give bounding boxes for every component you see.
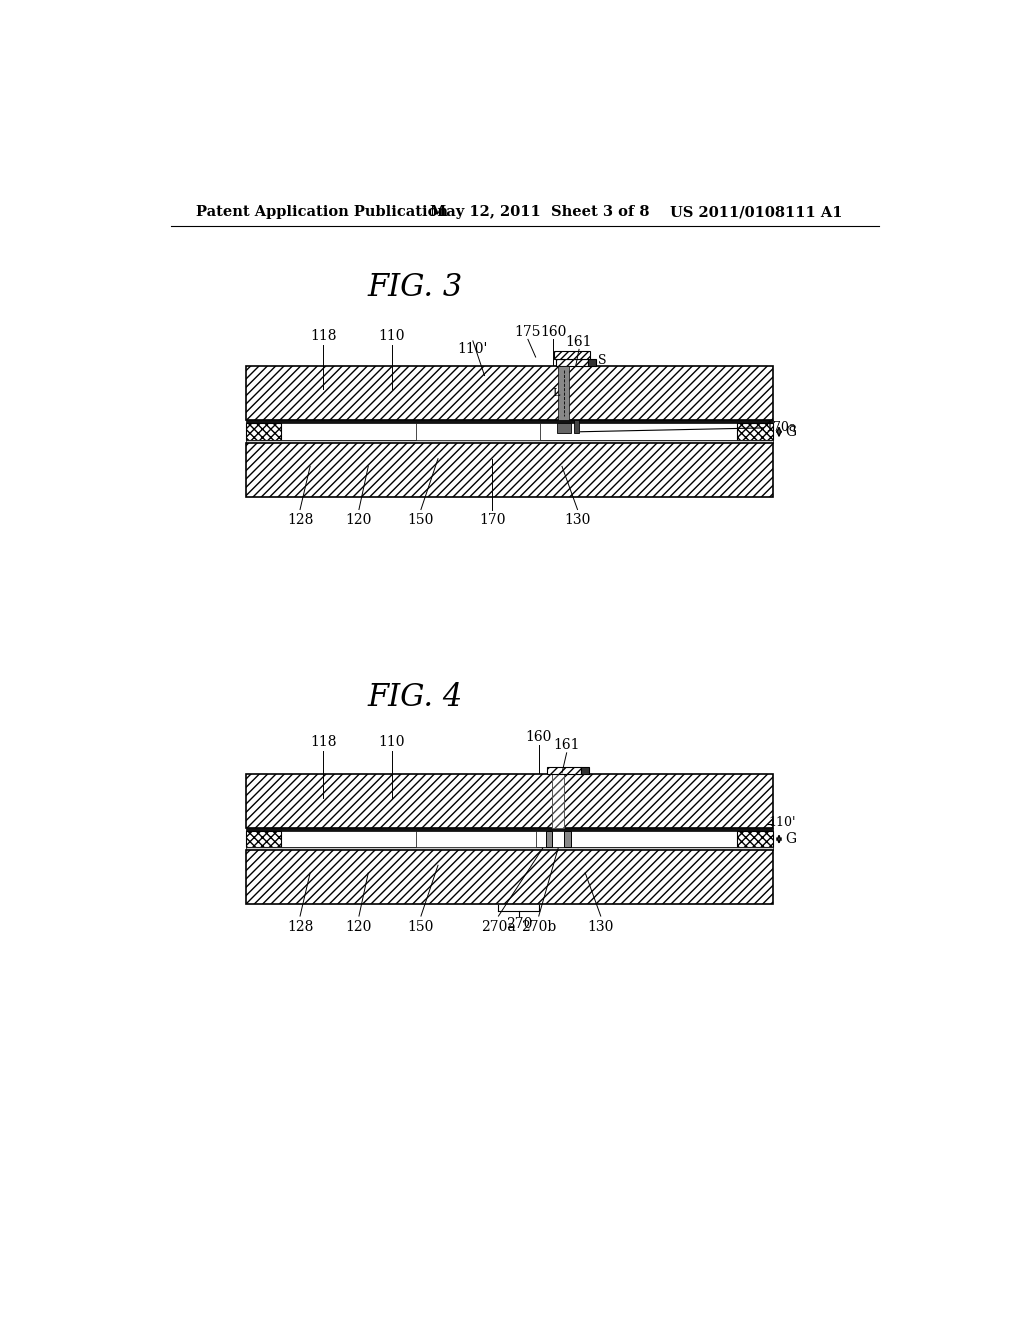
Text: 118: 118 bbox=[310, 735, 337, 748]
Text: 270b: 270b bbox=[521, 920, 556, 933]
Bar bbox=[246, 444, 773, 498]
Bar bbox=[547, 767, 582, 775]
Text: 160: 160 bbox=[525, 730, 552, 744]
Bar bbox=[546, 832, 552, 847]
Bar bbox=[246, 832, 282, 847]
Bar bbox=[246, 424, 282, 441]
Text: 150: 150 bbox=[408, 513, 434, 527]
Bar bbox=[556, 359, 589, 367]
Text: 150: 150 bbox=[408, 920, 434, 933]
Text: 170: 170 bbox=[479, 513, 506, 527]
Text: 270: 270 bbox=[506, 917, 532, 931]
Text: 130: 130 bbox=[564, 513, 591, 527]
Bar bbox=[246, 424, 417, 441]
Text: L: L bbox=[552, 388, 559, 399]
Text: 161: 161 bbox=[566, 335, 592, 348]
Text: 160: 160 bbox=[541, 325, 566, 339]
Text: 130: 130 bbox=[588, 920, 614, 933]
Bar bbox=[537, 832, 773, 847]
Bar bbox=[246, 829, 773, 832]
Bar bbox=[737, 424, 773, 441]
Text: FIG. 4: FIG. 4 bbox=[368, 682, 463, 713]
Text: FIG. 3: FIG. 3 bbox=[368, 272, 463, 304]
Bar bbox=[552, 775, 564, 829]
Bar bbox=[552, 775, 564, 829]
Text: 110': 110' bbox=[768, 816, 796, 829]
Text: 161: 161 bbox=[553, 738, 580, 752]
Bar bbox=[246, 850, 773, 904]
Text: 120: 120 bbox=[346, 513, 372, 527]
Text: 128: 128 bbox=[287, 513, 313, 527]
Text: 170a: 170a bbox=[765, 421, 797, 434]
Text: Patent Application Publication: Patent Application Publication bbox=[197, 206, 449, 219]
Text: 175: 175 bbox=[515, 325, 541, 339]
Text: 118: 118 bbox=[310, 329, 337, 342]
Text: 110: 110 bbox=[378, 329, 404, 342]
Text: 120: 120 bbox=[346, 920, 372, 933]
Text: US 2011/0108111 A1: US 2011/0108111 A1 bbox=[671, 206, 843, 219]
Bar bbox=[582, 767, 589, 775]
Text: May 12, 2011  Sheet 3 of 8: May 12, 2011 Sheet 3 of 8 bbox=[430, 206, 650, 219]
Bar bbox=[554, 351, 590, 359]
Bar bbox=[589, 359, 596, 367]
Bar bbox=[246, 367, 773, 420]
Bar bbox=[246, 832, 417, 847]
Text: G: G bbox=[785, 832, 797, 846]
Bar bbox=[246, 775, 773, 829]
Bar bbox=[737, 832, 773, 847]
Text: 110: 110 bbox=[378, 735, 404, 748]
Bar bbox=[574, 420, 579, 433]
Text: S: S bbox=[598, 354, 606, 367]
Bar bbox=[246, 847, 773, 850]
Bar bbox=[246, 420, 773, 424]
Text: 270a: 270a bbox=[481, 920, 516, 933]
Text: 128: 128 bbox=[287, 920, 313, 933]
Text: G: G bbox=[785, 425, 797, 438]
Bar bbox=[558, 367, 569, 420]
Bar bbox=[557, 424, 570, 433]
Bar bbox=[246, 441, 773, 444]
Bar bbox=[564, 832, 570, 847]
Bar bbox=[541, 424, 773, 441]
Text: 110': 110' bbox=[458, 342, 488, 356]
